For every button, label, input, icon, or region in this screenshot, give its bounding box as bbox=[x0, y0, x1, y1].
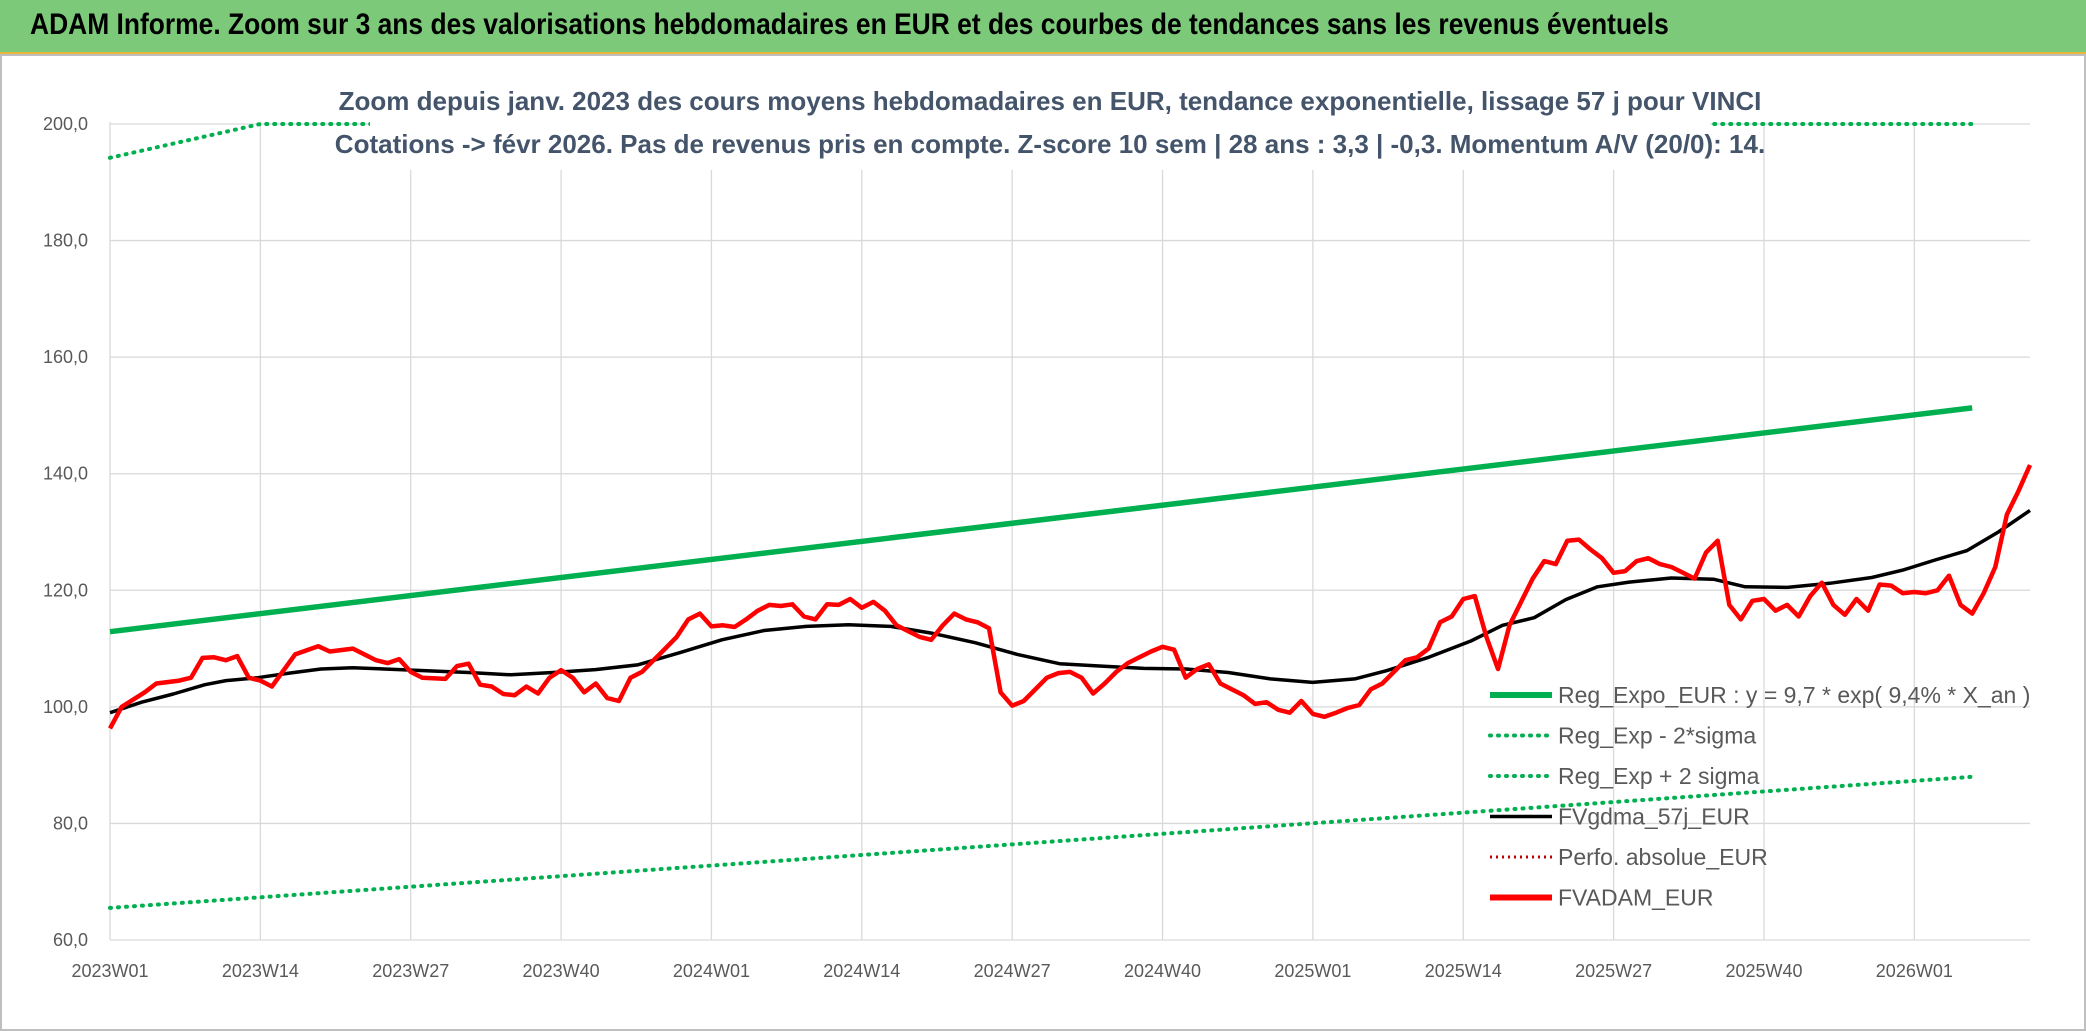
regression-line bbox=[109, 405, 1973, 635]
chart-titles: Zoom depuis janv. 2023 des cours moyens … bbox=[335, 82, 1765, 170]
x-tick-label: 2023W40 bbox=[523, 961, 600, 981]
x-axis-ticks: 2023W01 2023W14 2023W27 2023W40 2024W01 2024W… bbox=[71, 961, 1952, 981]
banner: ADAM Informe. Zoom sur 3 ans des valoris… bbox=[0, 0, 2086, 54]
x-tick-label: 2026W01 bbox=[1876, 961, 1953, 981]
legend-price-label: FVADAM_EUR bbox=[1558, 885, 1714, 911]
x-tick-label: 2024W01 bbox=[673, 961, 750, 981]
smoothed-line bbox=[109, 508, 2031, 715]
y-tick-label: 120,0 bbox=[43, 580, 88, 600]
x-tick-label: 2025W01 bbox=[1274, 961, 1351, 981]
y-tick-label: 200,0 bbox=[43, 114, 88, 134]
y-tick-label: 160,0 bbox=[43, 347, 88, 367]
x-tick-label: 2023W01 bbox=[71, 961, 148, 981]
chart-subtitle: Cotations -> févr 2026. Pas de revenus p… bbox=[335, 129, 1765, 159]
legend-regression-label: Reg_Expo_EUR : y = 9,7 * exp( 9,4% * X_a… bbox=[1558, 682, 2030, 708]
x-tick-label: 2024W27 bbox=[974, 961, 1051, 981]
x-tick-label: 2024W40 bbox=[1124, 961, 1201, 981]
legend-upper-band-label: Reg_Exp + 2 sigma bbox=[1558, 763, 1760, 789]
y-tick-label: 80,0 bbox=[53, 813, 88, 833]
y-tick-label: 180,0 bbox=[43, 231, 88, 251]
y-tick-label: 140,0 bbox=[43, 464, 88, 484]
lower-band-line bbox=[108, 774, 1975, 910]
banner-title: ADAM Informe. Zoom sur 3 ans des valoris… bbox=[30, 8, 1669, 41]
x-tick-label: 2023W27 bbox=[372, 961, 449, 981]
title-background bbox=[370, 82, 1710, 170]
x-tick-label: 2023W14 bbox=[222, 961, 299, 981]
chart-title: Zoom depuis janv. 2023 des cours moyens … bbox=[339, 86, 1762, 116]
legend-lower-band-label: Reg_Exp - 2*sigma bbox=[1558, 723, 1756, 749]
price-line bbox=[108, 464, 2033, 730]
legend-perfo-label: Perfo. absolue_EUR bbox=[1558, 844, 1768, 870]
chart-frame bbox=[0, 54, 2086, 1031]
gridlines bbox=[109, 122, 2030, 941]
chart-series bbox=[108, 122, 2033, 910]
x-tick-label: 2025W27 bbox=[1575, 961, 1652, 981]
x-tick-label: 2025W40 bbox=[1725, 961, 1802, 981]
y-tick-label: 60,0 bbox=[53, 930, 88, 950]
x-tick-label: 2025W14 bbox=[1425, 961, 1502, 981]
y-axis-ticks: 60,0 80,0 100,0 120,0 140,0 160,0 180,0 200,0 bbox=[43, 114, 88, 950]
chart-legend: Reg_Expo_EUR : y = 9,7 * exp( 9,4% * X_a… bbox=[1488, 682, 2030, 911]
x-tick-label: 2024W14 bbox=[823, 961, 900, 981]
legend-smoothed-label: FVgdma_57j_EUR bbox=[1558, 804, 1750, 830]
y-tick-label: 100,0 bbox=[43, 697, 88, 717]
